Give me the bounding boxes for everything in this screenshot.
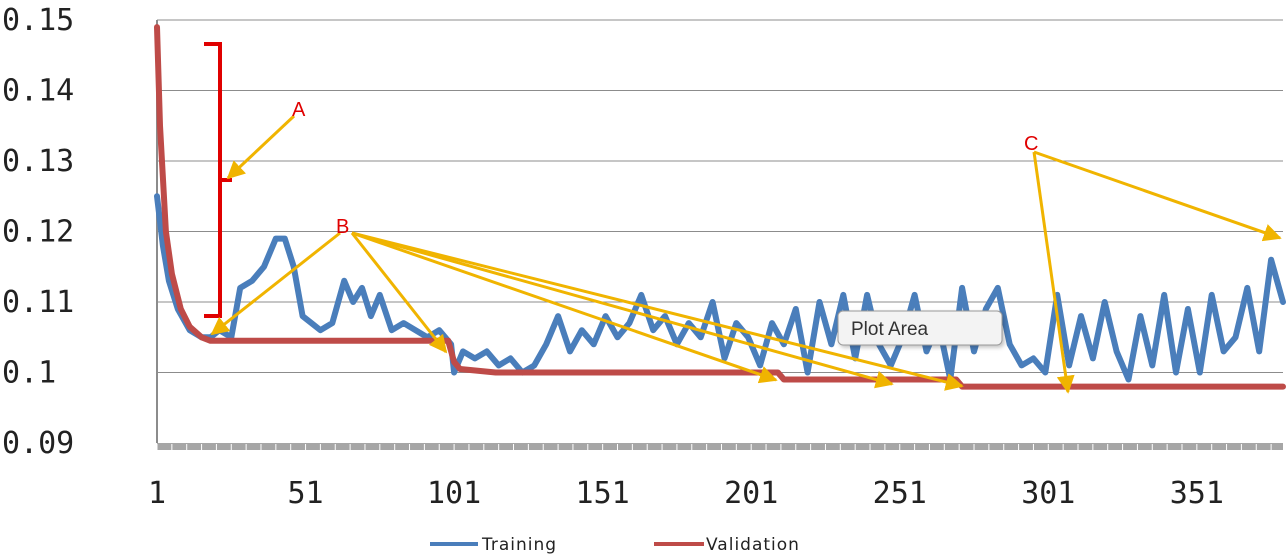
legend-label-validation: Validation bbox=[706, 535, 800, 555]
plot-area-tooltip: Plot Area bbox=[837, 310, 1003, 346]
arrow-b-4 bbox=[351, 231, 894, 389]
y-tick-label: 0.15 bbox=[2, 3, 74, 38]
x-tick-label: 101 bbox=[427, 476, 481, 511]
arrow-b-1 bbox=[210, 231, 341, 336]
y-tick-label: 0.11 bbox=[2, 285, 74, 320]
y-tick-label: 0.12 bbox=[2, 215, 74, 250]
annotation-label-b: B bbox=[336, 216, 349, 238]
arrow-a bbox=[226, 114, 296, 180]
x-axis-band bbox=[157, 443, 1283, 450]
legend-label-training: Training bbox=[481, 535, 557, 555]
x-tick-label: 251 bbox=[873, 476, 927, 511]
x-tick-label: 151 bbox=[576, 476, 630, 511]
annotation-bracket-a bbox=[204, 42, 232, 318]
arrow-b-3 bbox=[351, 231, 778, 384]
gridlines bbox=[157, 19, 1283, 373]
series-line-training[interactable] bbox=[154, 193, 1286, 383]
arrow-b-5 bbox=[351, 231, 964, 391]
arrow-b-2 bbox=[350, 232, 448, 354]
annotation-label-a: A bbox=[292, 99, 306, 121]
series-lines[interactable] bbox=[154, 24, 1286, 390]
annotation-arrows bbox=[210, 114, 1282, 394]
arrow-c-2 bbox=[1032, 151, 1075, 394]
tooltip-text: Plot Area bbox=[851, 319, 929, 340]
x-tick-label: 1 bbox=[148, 476, 166, 511]
series-line-validation[interactable] bbox=[154, 24, 1286, 390]
annotation-label-c: C bbox=[1024, 133, 1038, 155]
x-axis-tick-labels: 1 51 101 151 201 251 301 351 bbox=[148, 476, 1224, 511]
y-axis-tick-labels: 0.15 0.14 0.13 0.12 0.11 0.1 0.09 bbox=[2, 3, 74, 461]
x-tick-label: 301 bbox=[1021, 476, 1075, 511]
x-tick-label: 51 bbox=[287, 476, 323, 511]
y-tick-label: 0.14 bbox=[2, 74, 74, 109]
y-tick-label: 0.13 bbox=[2, 144, 74, 179]
x-tick-label: 201 bbox=[724, 476, 778, 511]
y-tick-label: 0.09 bbox=[2, 426, 74, 461]
x-tick-label: 351 bbox=[1170, 476, 1224, 511]
arrow-c-1 bbox=[1033, 150, 1282, 242]
y-tick-label: 0.1 bbox=[2, 356, 56, 391]
legend: Training Validation bbox=[430, 535, 800, 555]
